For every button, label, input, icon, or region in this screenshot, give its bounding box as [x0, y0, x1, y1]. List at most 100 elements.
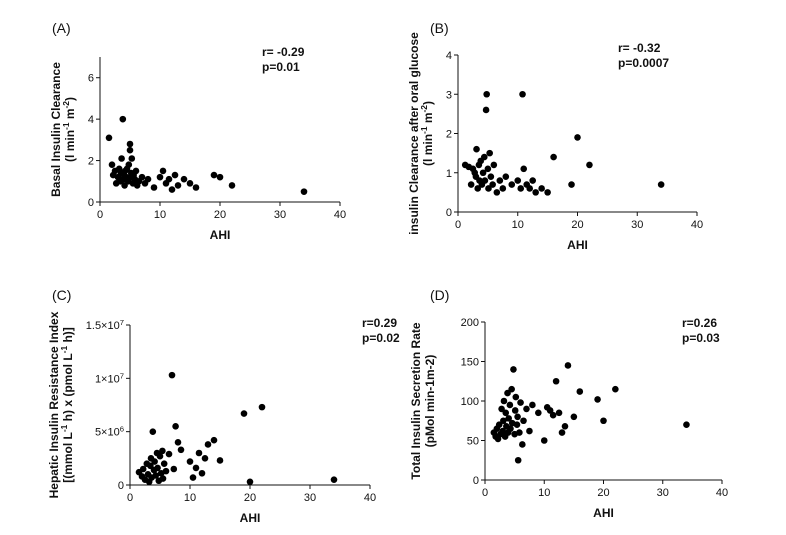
superscript: -1	[59, 424, 69, 432]
y-tick-label: 2	[446, 129, 452, 141]
data-point	[159, 167, 167, 175]
x-tick-label: 0	[455, 219, 461, 231]
data-point	[180, 175, 188, 183]
data-point	[549, 411, 557, 419]
data-point	[517, 399, 524, 406]
data-point	[523, 405, 530, 413]
y-tick-label: 50	[467, 436, 479, 448]
y-tick-label: 3	[446, 89, 452, 101]
data-point	[467, 181, 475, 188]
data-point	[216, 173, 224, 181]
data-point	[160, 460, 168, 467]
data-point	[485, 185, 492, 192]
data-point	[174, 439, 182, 446]
text-run: m	[63, 108, 77, 122]
data-point	[170, 465, 178, 473]
x-tick-label: 40	[691, 219, 703, 231]
data-point	[150, 184, 158, 191]
x-tick-label: 20	[571, 219, 583, 231]
superscript: 6	[120, 424, 124, 433]
x-tick-label: 30	[631, 219, 643, 231]
superscript: -1	[419, 126, 429, 134]
x-tick-label: 40	[334, 209, 346, 221]
x-tick-label: 40	[716, 487, 728, 499]
panel-a-scatter: (A) 0 10 20 30 40 0 2 4 6 AHI Basal Insulin Clearan…	[49, 20, 346, 242]
x-tick-label: 0	[97, 209, 103, 221]
x-tick-label: 10	[538, 487, 550, 499]
data-point	[519, 90, 526, 98]
data-point	[514, 177, 522, 184]
data-point	[514, 413, 521, 421]
y-tick-label: 1×107	[95, 371, 124, 386]
y-tick-label: 100	[461, 396, 479, 408]
data-point	[126, 140, 134, 148]
data-point	[657, 181, 665, 188]
data-point	[186, 458, 194, 465]
data-point	[486, 149, 493, 157]
superscript: 7	[120, 371, 124, 380]
data-point	[481, 177, 489, 184]
data-point	[529, 177, 536, 184]
data-point	[154, 464, 161, 472]
data-point	[168, 186, 176, 193]
data-point	[520, 165, 528, 173]
data-point	[499, 427, 507, 435]
data-point	[558, 429, 566, 436]
x-tick-label: 0	[127, 492, 133, 504]
data-point	[159, 475, 167, 482]
data-point	[201, 455, 209, 462]
data-point	[517, 185, 525, 192]
data-point	[594, 396, 601, 403]
data-point	[495, 421, 503, 429]
x-tick-label: 30	[304, 492, 316, 504]
data-point	[144, 175, 152, 183]
data-point	[564, 362, 572, 369]
data-point	[151, 458, 158, 465]
data-point	[508, 385, 515, 393]
y-axis-title-line: Basal Insulin Clearance	[49, 62, 63, 197]
data-point	[502, 173, 510, 180]
data-point	[152, 472, 160, 479]
panel-b-scatter: (B) 0 10 20 30 40 0 1 2 3 4 AHI insulin Clearance af…	[407, 20, 703, 252]
data-point	[240, 410, 248, 417]
data-point	[473, 145, 480, 153]
data-point	[555, 409, 563, 417]
text-run: (pMol min-1m-2)	[423, 355, 437, 448]
data-point	[568, 181, 575, 188]
x-tick-label: 0	[482, 487, 488, 499]
y-tick-label: 6	[88, 73, 94, 85]
correlation-stat: r=0.29	[362, 316, 397, 330]
data-point	[138, 173, 146, 181]
x-tick-label: 30	[274, 209, 286, 221]
data-point	[165, 450, 173, 458]
y-axis-title-line: (l min-1 m-2)	[419, 101, 435, 166]
text-run: Total Insulin Secretion Rate	[409, 322, 423, 479]
text-run: Hepatic Insulin Resistance Index	[47, 311, 61, 498]
y-tick-label: 4	[88, 114, 94, 126]
x-axis-title: AHI	[567, 238, 588, 252]
data-point	[210, 436, 218, 444]
data-point	[552, 377, 560, 385]
text-run: (l min	[63, 130, 77, 162]
data-point	[330, 476, 338, 483]
data-point	[474, 185, 482, 192]
y-tick-label: 1.5×107	[86, 318, 124, 333]
superscript: 7	[120, 318, 124, 327]
panel-label: (A)	[52, 20, 71, 36]
data-point	[612, 385, 619, 393]
data-point	[683, 421, 690, 429]
data-point	[508, 181, 516, 188]
y-axis-title-line: Total Insulin Secretion Rate	[409, 322, 423, 479]
data-point	[171, 171, 179, 179]
y-axis-title-line: (pMol min-1m-2)	[423, 355, 437, 448]
data-point	[510, 366, 517, 373]
data-point	[480, 153, 488, 161]
text-run: 5×10	[95, 427, 120, 439]
data-point	[126, 146, 134, 154]
superscript: -2	[419, 105, 429, 113]
x-tick-label: 40	[364, 492, 376, 504]
data-point	[499, 185, 507, 192]
data-point	[195, 449, 203, 457]
data-point	[520, 417, 527, 425]
data-point	[172, 423, 179, 430]
